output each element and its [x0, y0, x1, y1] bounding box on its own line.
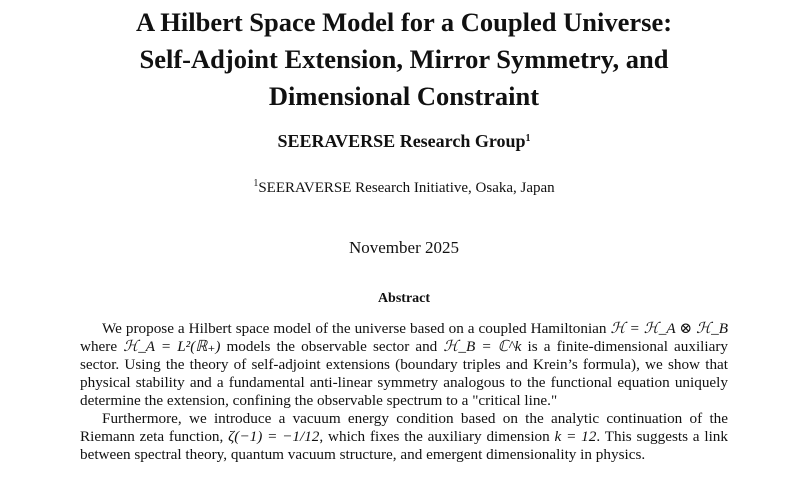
- abstract-text: , which fixes the auxiliary dimension: [319, 428, 555, 445]
- abstract-text: models the observable sector and: [220, 338, 444, 355]
- abstract-text: where: [80, 338, 124, 355]
- author-affiliation-mark: 1: [525, 133, 531, 144]
- title-line: A Hilbert Space Model for a Coupled Univ…: [135, 7, 673, 37]
- date: November 2025: [348, 238, 459, 257]
- title-line: Dimensional Constraint: [268, 81, 540, 111]
- math-expression: k = 12: [554, 428, 597, 445]
- abstract-paragraph: We propose a Hilbert space model of the …: [80, 320, 728, 410]
- affiliation-mark: 1: [253, 178, 259, 189]
- paper-title: A Hilbert Space Model for a Coupled Univ…: [0, 4, 808, 115]
- author-name: SEERAVERSE Research Group: [277, 131, 526, 151]
- abstract-body: We propose a Hilbert space model of the …: [80, 320, 728, 464]
- math-expression: ℋ = ℋ_A ⊗ ℋ_B: [610, 320, 728, 337]
- math-expression: ζ(−1) = −1/12: [228, 428, 320, 445]
- title-line: Self-Adjoint Extension, Mirror Symmetry,…: [139, 44, 669, 74]
- affiliation: 1SEERAVERSE Research Initiative, Osaka, …: [0, 178, 808, 197]
- math-expression: ℋ_B = ℂ^k: [443, 338, 522, 355]
- abstract-text: . This suggests a link between spectral …: [80, 428, 728, 463]
- affiliation-text: SEERAVERSE Research Initiative, Osaka, J…: [258, 180, 555, 196]
- math-expression: ℋ_A = L²(ℝ₊): [123, 338, 221, 355]
- abstract-text: We propose a Hilbert space model of the …: [102, 320, 611, 337]
- author: SEERAVERSE Research Group1: [0, 131, 808, 152]
- abstract-text: is a finite-dimensional auxiliary sector…: [80, 338, 729, 409]
- abstract-paragraph: Furthermore, we introduce a vacuum energ…: [80, 410, 728, 464]
- abstract-heading: Abstract: [377, 291, 431, 306]
- abstract-text: Furthermore, we introduce a vacuum energ…: [80, 410, 728, 445]
